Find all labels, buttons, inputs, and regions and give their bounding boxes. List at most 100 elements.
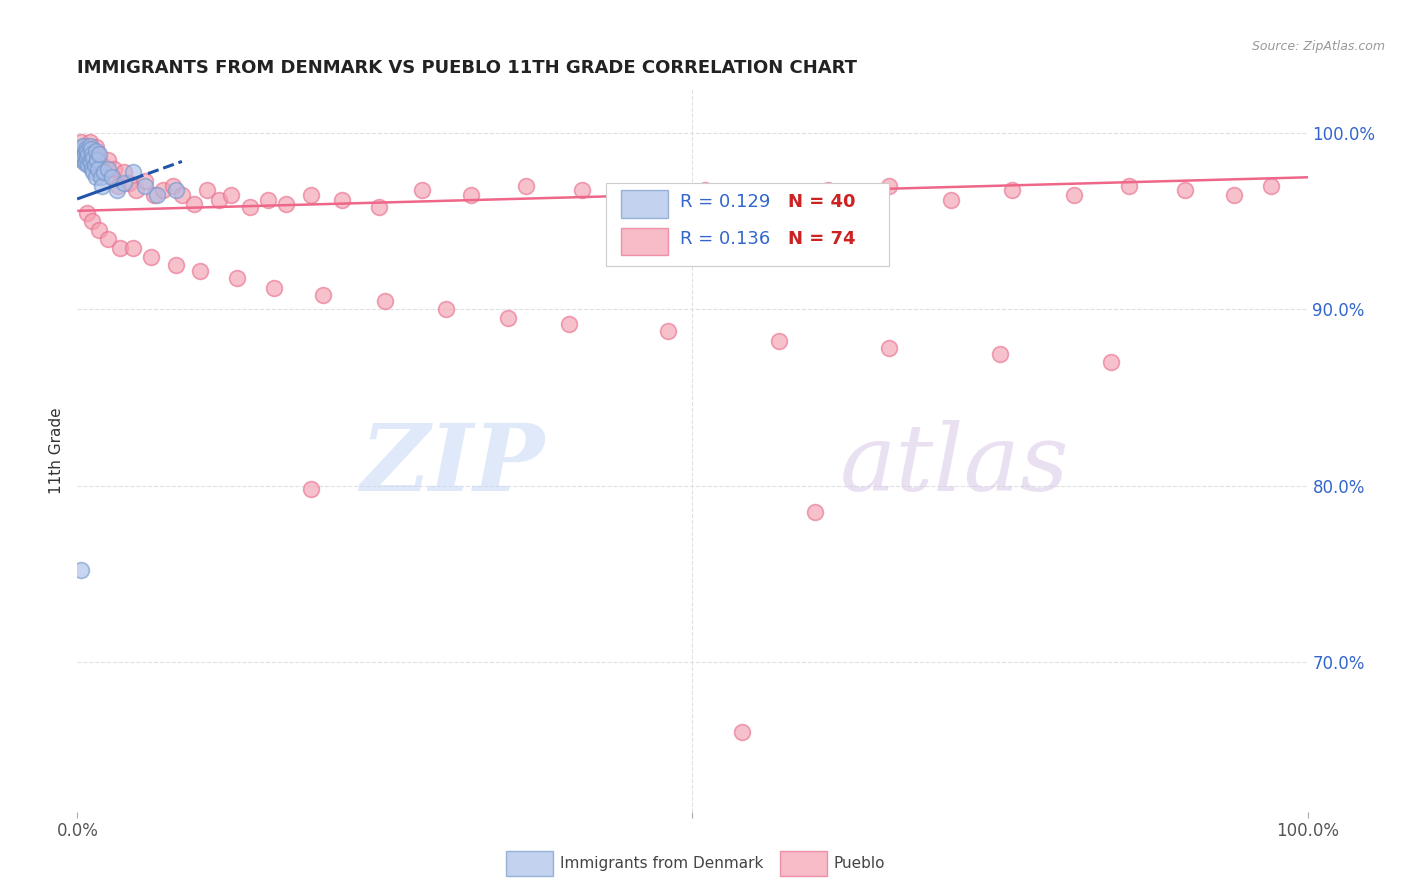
Point xyxy=(558,317,581,331)
Point xyxy=(1099,355,1122,369)
Point xyxy=(82,147,104,161)
Point xyxy=(110,241,132,255)
Point xyxy=(93,165,115,179)
Point xyxy=(69,144,91,158)
Point xyxy=(79,135,101,149)
Point xyxy=(83,158,105,172)
FancyBboxPatch shape xyxy=(621,228,668,255)
Point xyxy=(134,179,156,194)
Point xyxy=(82,151,104,165)
Point xyxy=(75,138,97,153)
Point xyxy=(125,183,148,197)
Point xyxy=(103,161,125,176)
Point xyxy=(879,179,901,194)
Point xyxy=(121,241,143,255)
Point xyxy=(436,302,458,317)
Point xyxy=(80,142,103,156)
Point xyxy=(183,196,205,211)
Point xyxy=(817,183,839,197)
Point xyxy=(731,725,754,739)
Point xyxy=(70,135,93,149)
Point xyxy=(82,156,104,170)
Point xyxy=(299,482,322,496)
Text: IMMIGRANTS FROM DENMARK VS PUEBLO 11TH GRADE CORRELATION CHART: IMMIGRANTS FROM DENMARK VS PUEBLO 11TH G… xyxy=(77,59,858,77)
Point xyxy=(768,334,790,349)
Point xyxy=(257,193,280,207)
Text: ZIP: ZIP xyxy=(360,420,546,510)
Text: Immigrants from Denmark: Immigrants from Denmark xyxy=(560,856,763,871)
Point xyxy=(70,153,93,167)
Point xyxy=(70,563,93,577)
Point xyxy=(82,165,104,179)
FancyBboxPatch shape xyxy=(621,190,668,218)
Point xyxy=(170,188,193,202)
Point xyxy=(73,156,96,170)
Point xyxy=(195,183,218,197)
Point xyxy=(76,144,98,158)
Point xyxy=(312,288,335,302)
Point xyxy=(1174,183,1197,197)
Point xyxy=(460,188,482,202)
Point xyxy=(70,147,93,161)
Point xyxy=(515,179,537,194)
Point xyxy=(75,142,97,156)
Point xyxy=(76,151,98,165)
Point xyxy=(72,153,94,167)
Point xyxy=(208,193,231,207)
Point xyxy=(101,170,124,185)
Point xyxy=(90,158,114,172)
Point xyxy=(1223,188,1246,202)
Point xyxy=(162,179,184,194)
Point xyxy=(76,147,98,161)
Point xyxy=(82,161,104,176)
Point xyxy=(1063,188,1085,202)
Point xyxy=(90,170,112,185)
Point xyxy=(77,147,100,161)
Point xyxy=(97,153,120,167)
Point xyxy=(75,154,97,169)
Text: Source: ZipAtlas.com: Source: ZipAtlas.com xyxy=(1251,40,1385,54)
Point xyxy=(1001,183,1024,197)
Point xyxy=(77,158,100,172)
Point xyxy=(84,140,107,154)
Point xyxy=(693,183,716,197)
Point xyxy=(97,232,120,246)
Point xyxy=(1260,179,1282,194)
Point xyxy=(879,341,901,355)
Point xyxy=(367,200,389,214)
Text: N = 74: N = 74 xyxy=(789,230,856,249)
Point xyxy=(84,144,107,158)
Point xyxy=(121,165,143,179)
Point xyxy=(72,138,94,153)
Point xyxy=(86,153,108,167)
Point xyxy=(939,193,962,207)
Point xyxy=(330,193,353,207)
Text: atlas: atlas xyxy=(841,420,1070,510)
Text: N = 40: N = 40 xyxy=(789,193,856,211)
Point xyxy=(134,174,156,188)
Point xyxy=(112,176,135,190)
Point xyxy=(165,259,187,273)
Point xyxy=(142,188,165,202)
Point xyxy=(87,161,110,176)
Point xyxy=(80,156,103,170)
Point xyxy=(105,183,128,197)
Point xyxy=(263,281,285,295)
Point xyxy=(70,140,93,154)
Point xyxy=(374,293,396,308)
Point xyxy=(276,196,298,211)
Point xyxy=(89,153,111,167)
Point xyxy=(97,161,120,176)
Point xyxy=(82,147,104,161)
Point xyxy=(146,188,169,202)
Point xyxy=(571,183,593,197)
Point xyxy=(804,505,827,519)
Point xyxy=(89,223,111,237)
Point xyxy=(79,153,101,167)
Point xyxy=(72,149,94,163)
Point xyxy=(152,183,174,197)
Point xyxy=(657,324,679,338)
Point xyxy=(84,170,107,185)
Point xyxy=(118,176,141,190)
Point xyxy=(90,179,114,194)
